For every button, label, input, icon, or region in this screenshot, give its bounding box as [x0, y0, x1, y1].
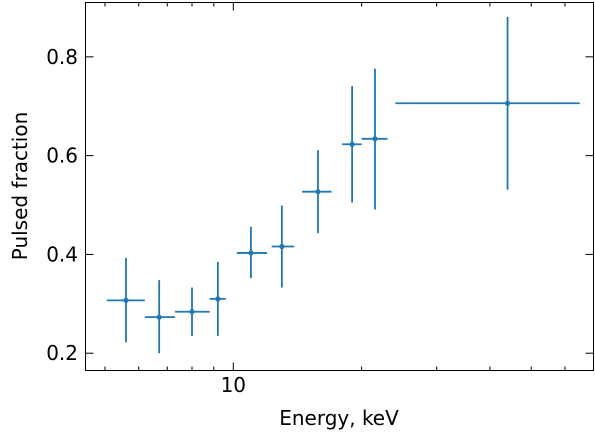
point-marker	[189, 309, 195, 315]
axis-ticks	[85, 2, 594, 371]
data-point	[271, 205, 295, 288]
data-point	[395, 16, 580, 190]
axis-tick-labels: 10 0.2 0.4 0.6 0.8	[46, 45, 246, 397]
data-points	[106, 16, 580, 354]
x-axis-label: Energy, keV	[279, 406, 399, 430]
point-marker	[372, 136, 378, 142]
data-point	[302, 150, 332, 234]
x-tick-label: 10	[221, 373, 246, 397]
data-point	[209, 261, 226, 336]
data-point	[106, 257, 145, 343]
data-point	[342, 85, 362, 203]
point-marker	[504, 100, 511, 106]
plot-frame	[85, 2, 594, 371]
point-marker	[215, 296, 221, 302]
data-point	[361, 68, 388, 210]
point-marker	[123, 297, 129, 303]
data-point	[236, 226, 268, 279]
y-axis-label: Pulsed fraction	[8, 112, 32, 261]
point-marker	[315, 189, 321, 195]
y-tick-label: 0.6	[46, 144, 78, 168]
data-point	[175, 287, 210, 336]
y-tick-label: 0.4	[46, 242, 78, 266]
point-marker	[349, 141, 355, 147]
y-tick-label: 0.8	[46, 45, 78, 69]
y-tick-label: 0.2	[46, 341, 78, 365]
point-marker	[248, 250, 254, 256]
point-marker	[156, 314, 162, 320]
data-point	[144, 280, 176, 354]
point-marker	[279, 243, 285, 250]
